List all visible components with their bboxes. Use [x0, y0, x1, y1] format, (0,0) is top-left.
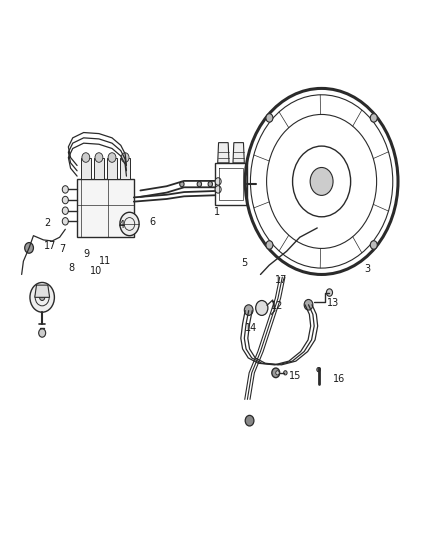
Text: 1: 1: [214, 207, 220, 217]
Circle shape: [121, 153, 129, 163]
Text: 8: 8: [69, 263, 75, 272]
Circle shape: [370, 241, 377, 249]
Circle shape: [266, 114, 273, 122]
Polygon shape: [120, 158, 131, 179]
Circle shape: [266, 241, 273, 249]
Circle shape: [62, 207, 68, 214]
Circle shape: [62, 217, 68, 225]
Polygon shape: [81, 158, 91, 179]
Circle shape: [208, 181, 212, 187]
Polygon shape: [35, 285, 49, 297]
Circle shape: [272, 368, 280, 377]
Circle shape: [215, 177, 221, 185]
Circle shape: [276, 370, 279, 375]
Text: 17: 17: [44, 241, 56, 251]
Circle shape: [197, 181, 201, 187]
Text: 2: 2: [44, 218, 50, 228]
Text: 4: 4: [119, 220, 125, 230]
Polygon shape: [218, 143, 229, 163]
Circle shape: [326, 289, 332, 296]
Polygon shape: [94, 158, 104, 179]
Text: 3: 3: [364, 264, 371, 273]
Circle shape: [317, 368, 320, 372]
Circle shape: [82, 153, 90, 163]
Circle shape: [39, 329, 46, 337]
Text: 13: 13: [327, 297, 339, 308]
Text: 16: 16: [333, 374, 346, 384]
Text: 15: 15: [289, 371, 301, 381]
Circle shape: [256, 301, 268, 316]
Circle shape: [120, 212, 139, 236]
Circle shape: [310, 167, 333, 196]
Circle shape: [25, 243, 33, 253]
Circle shape: [284, 370, 287, 375]
Circle shape: [370, 114, 377, 122]
Circle shape: [108, 153, 116, 163]
Text: 14: 14: [245, 322, 258, 333]
Text: 9: 9: [83, 249, 89, 259]
Polygon shape: [77, 179, 134, 237]
Text: 10: 10: [90, 266, 102, 276]
Text: 6: 6: [149, 217, 155, 227]
Text: 17: 17: [275, 275, 288, 285]
Text: 7: 7: [60, 245, 66, 254]
Polygon shape: [107, 158, 117, 179]
Polygon shape: [233, 143, 244, 163]
Text: 12: 12: [271, 301, 284, 311]
Circle shape: [39, 294, 45, 301]
Circle shape: [180, 181, 184, 187]
Text: 11: 11: [99, 256, 111, 266]
Circle shape: [62, 196, 68, 204]
Circle shape: [245, 415, 254, 426]
Circle shape: [95, 153, 103, 163]
Circle shape: [244, 305, 253, 316]
Circle shape: [30, 282, 54, 312]
Text: 5: 5: [241, 259, 247, 268]
Circle shape: [304, 300, 313, 310]
Circle shape: [215, 185, 221, 193]
Circle shape: [62, 185, 68, 193]
